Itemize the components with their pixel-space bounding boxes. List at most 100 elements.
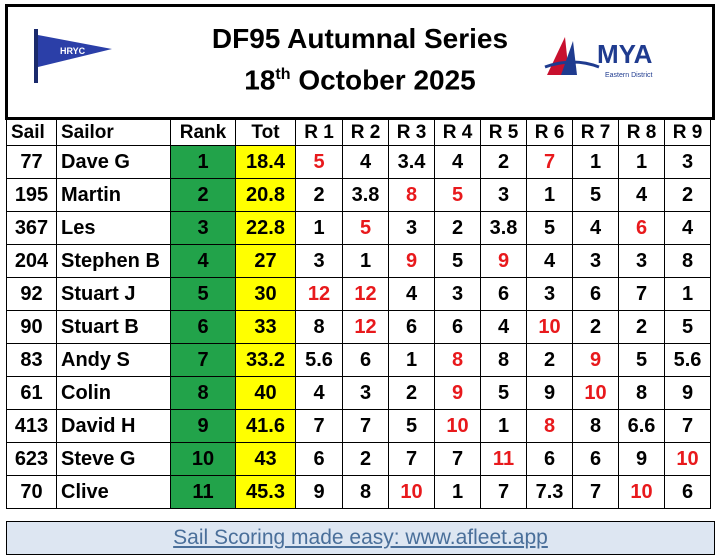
race-score: 6 <box>434 310 481 344</box>
race-score: 1 <box>664 277 711 311</box>
title: DF95 Autumnal Series 18th October 2025 <box>8 21 712 98</box>
race-score: 12 <box>342 310 389 344</box>
race-score: 12 <box>295 277 343 311</box>
race-score: 3 <box>618 244 665 278</box>
footer[interactable]: Sail Scoring made easy: www.afleet.app <box>6 521 715 555</box>
total: 45.3 <box>235 475 296 509</box>
race-score: 2 <box>480 145 527 179</box>
race-score: 10 <box>526 310 573 344</box>
result-row: 92 Stuart J 5 30 12 12 4 3 6 3 6 7 1 <box>6 277 711 311</box>
race-score: 1 <box>388 343 435 377</box>
race-score: 5 <box>526 211 573 245</box>
race-score: 6 <box>480 277 527 311</box>
race-score: 6 <box>618 211 665 245</box>
race-score: 3 <box>480 178 527 212</box>
race-score: 6 <box>572 277 619 311</box>
race-score: 8 <box>572 409 619 443</box>
column-header: R 2 <box>342 119 389 146</box>
race-score: 8 <box>388 178 435 212</box>
race-score: 1 <box>572 145 619 179</box>
race-score: 4 <box>434 145 481 179</box>
race-score: 7 <box>480 475 527 509</box>
sail-number: 92 <box>6 277 57 311</box>
rank: 5 <box>170 277 236 311</box>
result-row: 204 Stephen B 4 27 3 1 9 5 9 4 3 3 8 <box>6 244 711 278</box>
result-row: 61 Colin 8 40 4 3 2 9 5 9 10 8 9 <box>6 376 711 410</box>
sailor-name: David H <box>56 409 171 443</box>
race-score: 4 <box>526 244 573 278</box>
race-score: 8 <box>342 475 389 509</box>
race-score: 6 <box>572 442 619 476</box>
race-score: 7 <box>388 442 435 476</box>
mya-logo: MYA Eastern District <box>544 37 653 79</box>
rank: 7 <box>170 343 236 377</box>
title-line: DF95 Autumnal Series <box>211 23 509 54</box>
sail-number: 70 <box>6 475 57 509</box>
race-score: 11 <box>480 442 527 476</box>
rank: 10 <box>170 442 236 476</box>
rank: 11 <box>170 475 236 509</box>
sailor-name: Stephen B <box>56 244 171 278</box>
race-score: 8 <box>480 343 527 377</box>
race-score: 7 <box>434 442 481 476</box>
race-score: 3 <box>664 145 711 179</box>
race-score: 9 <box>572 343 619 377</box>
column-header: R 1 <box>295 119 343 146</box>
race-score: 3 <box>388 211 435 245</box>
date-line: 18th October 2025 <box>8 57 712 98</box>
club-logo-text: HRYC <box>60 46 86 56</box>
race-score: 3 <box>295 244 343 278</box>
sail-number: 83 <box>6 343 57 377</box>
race-score: 9 <box>664 376 711 410</box>
rank: 1 <box>170 145 236 179</box>
race-score: 2 <box>342 442 389 476</box>
total: 20.8 <box>235 178 296 212</box>
mya-logo-subtext: Eastern District <box>605 72 653 79</box>
race-score: 9 <box>526 376 573 410</box>
race-score: 9 <box>480 244 527 278</box>
race-score: 5.6 <box>295 343 343 377</box>
column-header: R 8 <box>618 119 665 146</box>
date-rest: October 2025 <box>298 64 476 96</box>
race-score: 4 <box>618 178 665 212</box>
date-day: 18 <box>244 64 276 96</box>
total: 33.2 <box>235 343 296 377</box>
race-score: 5 <box>664 310 711 344</box>
sailor-name: Colin <box>56 376 171 410</box>
race-score: 6 <box>295 442 343 476</box>
mya-logo-text: MYA <box>597 39 653 69</box>
race-score: 3.8 <box>480 211 527 245</box>
sail-number: 61 <box>6 376 57 410</box>
race-score: 3.8 <box>342 178 389 212</box>
race-score: 9 <box>295 475 343 509</box>
column-header: R 6 <box>526 119 573 146</box>
race-score: 5 <box>342 211 389 245</box>
rank: 9 <box>170 409 236 443</box>
total: 22.8 <box>235 211 296 245</box>
rank: 4 <box>170 244 236 278</box>
race-score: 6 <box>388 310 435 344</box>
sailor-name: Andy S <box>56 343 171 377</box>
race-score: 3 <box>572 244 619 278</box>
total: 33 <box>235 310 296 344</box>
sailor-name: Martin <box>56 178 171 212</box>
race-score: 1 <box>526 178 573 212</box>
race-score: 5 <box>388 409 435 443</box>
race-score: 9 <box>388 244 435 278</box>
sailor-name: Les <box>56 211 171 245</box>
race-score: 7 <box>295 409 343 443</box>
sail-number: 90 <box>6 310 57 344</box>
total: 43 <box>235 442 296 476</box>
race-score: 2 <box>572 310 619 344</box>
race-score: 1 <box>618 145 665 179</box>
race-score: 5.6 <box>664 343 711 377</box>
sail-number: 195 <box>6 178 57 212</box>
race-score: 8 <box>295 310 343 344</box>
result-row: 77 Dave G 1 18.4 5 4 3.4 4 2 7 1 1 3 <box>6 145 711 179</box>
column-header: Sail <box>6 119 57 146</box>
race-score: 4 <box>295 376 343 410</box>
result-row: 70 Clive 11 45.3 9 8 10 1 7 7.3 7 10 6 <box>6 475 711 509</box>
rank: 6 <box>170 310 236 344</box>
